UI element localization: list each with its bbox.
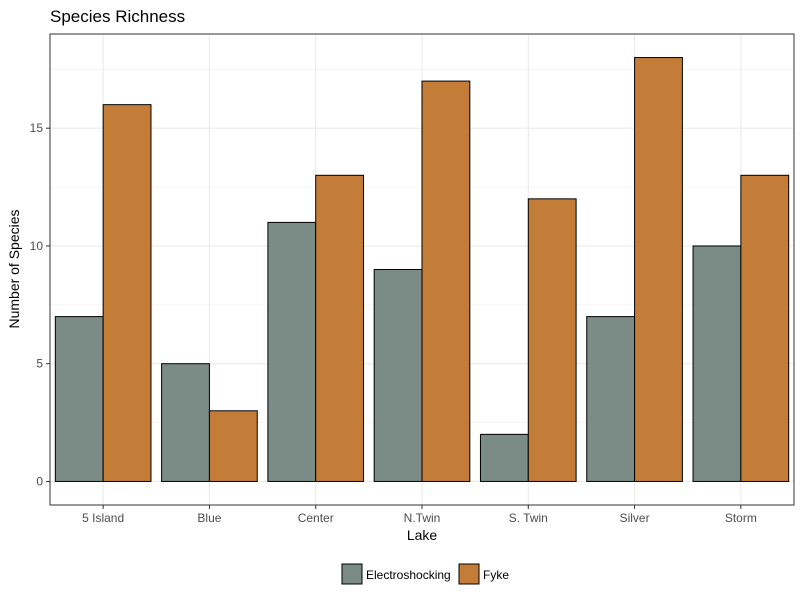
- x-tick-label: Center: [298, 511, 334, 525]
- x-tick-label: 5 Island: [82, 511, 124, 525]
- legend: Electroshocking Fyke: [341, 563, 509, 585]
- bar-fyke-center: [315, 174, 365, 482]
- bars: [54, 57, 790, 482]
- bar-fyke-s-twin: [527, 198, 577, 482]
- bar-fyke-n-twin: [421, 80, 471, 482]
- bar-electroshocking-storm: [692, 245, 742, 482]
- bar-fyke-5-island: [102, 104, 152, 482]
- x-tick-label: Blue: [197, 511, 221, 525]
- bar-electroshocking-silver: [586, 316, 636, 482]
- x-axis-ticks: 5 Island Blue Center N.Twin S. Twin Silver Sto…: [82, 505, 757, 525]
- bar-electroshocking-n-twin: [373, 269, 423, 482]
- y-tick-label: 0: [36, 474, 43, 488]
- legend-swatch-fyke: [458, 563, 480, 585]
- x-axis-title: Lake: [407, 527, 438, 543]
- chart-title: Species Richness: [50, 7, 185, 26]
- y-tick-label: 10: [30, 239, 44, 253]
- legend-label-fyke: Fyke: [483, 568, 509, 582]
- x-tick-label: N.Twin: [404, 511, 441, 525]
- y-tick-label: 5: [36, 357, 43, 371]
- x-tick-label: S. Twin: [509, 511, 548, 525]
- y-axis-title: Number of Species: [6, 209, 22, 328]
- x-tick-label: Silver: [620, 511, 650, 525]
- legend-label-electroshocking: Electroshocking: [366, 568, 451, 582]
- bar-electroshocking-center: [267, 221, 317, 482]
- y-tick-label: 15: [30, 121, 44, 135]
- legend-swatch-electroshocking: [341, 563, 363, 585]
- bar-electroshocking-5-island: [54, 316, 104, 482]
- y-axis-ticks: 0 5 10 15: [30, 121, 50, 488]
- bar-fyke-silver: [634, 57, 683, 482]
- bar-fyke-storm: [740, 174, 790, 482]
- x-tick-label: Storm: [725, 511, 757, 525]
- bar-electroshocking-s-twin: [479, 433, 529, 482]
- bar-fyke-blue: [208, 410, 258, 482]
- bar-electroshocking-blue: [161, 363, 210, 482]
